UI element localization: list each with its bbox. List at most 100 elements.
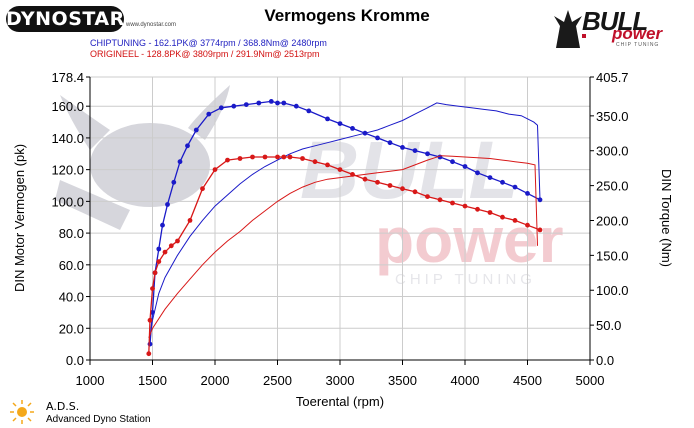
chiptuning-torque-point bbox=[281, 100, 287, 106]
origineel-torque-point bbox=[312, 159, 318, 165]
chiptuning-torque-point bbox=[462, 164, 468, 169]
chiptuning-torque-point bbox=[218, 105, 224, 111]
y-right-tick-label: 300.0 bbox=[596, 144, 629, 159]
origineel-torque-point bbox=[475, 206, 480, 212]
origineel-torque-point bbox=[462, 203, 468, 209]
chiptuning-torque-point bbox=[256, 100, 262, 106]
x-tick-label: 3000 bbox=[326, 373, 355, 388]
origineel-torque-point bbox=[437, 197, 443, 203]
origineel-torque-point bbox=[147, 317, 153, 323]
y-right-tick-label: 0.0 bbox=[596, 353, 614, 368]
origineel-torque-point bbox=[150, 286, 155, 291]
watermark-tag: CHIP TUNING bbox=[395, 271, 536, 288]
chiptuning-torque-point bbox=[487, 175, 493, 181]
ads-footer: A.D.S. Advanced Dyno Station bbox=[8, 396, 208, 426]
x-tick-label: 2500 bbox=[263, 373, 292, 388]
chiptuning-torque-point bbox=[525, 191, 530, 196]
chiptuning-torque-point bbox=[387, 140, 393, 146]
watermark: BULL power CHIP TUNING bbox=[55, 85, 563, 288]
y-left-tick-label: 178.4 bbox=[51, 70, 84, 85]
chiptuning-torque-point bbox=[206, 111, 212, 117]
chiptuning-torque-point bbox=[350, 125, 355, 131]
chiptuning-torque-point bbox=[450, 159, 455, 165]
y-right-tick-label: 250.0 bbox=[596, 179, 629, 194]
chiptuning-torque-point bbox=[193, 127, 199, 133]
origineel-torque-point bbox=[412, 189, 418, 195]
origineel-torque-point bbox=[152, 270, 158, 276]
y-left-tick-label: 80.0 bbox=[59, 226, 84, 241]
origineel-torque-point bbox=[275, 154, 280, 160]
dynostar-logo: DYNOSTAR bbox=[6, 6, 125, 32]
watermark-word2: power bbox=[375, 204, 563, 276]
chiptuning-torque-point bbox=[306, 108, 312, 114]
chiptuning-torque-point bbox=[268, 99, 274, 104]
y-right-tick-label: 200.0 bbox=[596, 213, 629, 228]
y-right-tick-label: 100.0 bbox=[596, 283, 629, 298]
origineel-torque-point bbox=[512, 218, 518, 223]
bullpower-logo-word1: BULL bbox=[582, 6, 648, 36]
y-axis-left-label: DIN Motor Vermogen (pk) bbox=[12, 144, 27, 292]
chiptuning-torque-point bbox=[231, 103, 237, 109]
origineel-torque-point bbox=[287, 154, 293, 160]
chart-series bbox=[146, 99, 543, 357]
chiptuning-torque-point bbox=[243, 102, 249, 107]
chiptuning-torque-point bbox=[400, 145, 405, 150]
origineel-power-line bbox=[148, 155, 538, 338]
chiptuning-torque-point bbox=[275, 100, 280, 106]
y-right-tick-label: 405.7 bbox=[596, 70, 629, 85]
origineel-torque-point bbox=[375, 179, 380, 185]
origineel-torque-point bbox=[450, 200, 455, 206]
chiptuning-torque-point bbox=[160, 222, 165, 228]
x-tick-label: 5000 bbox=[576, 373, 605, 388]
watermark-word1: BULL bbox=[300, 125, 519, 216]
chiptuning-torque-point bbox=[512, 184, 518, 190]
chiptuning-torque-point bbox=[537, 197, 543, 203]
origineel-torque-point bbox=[225, 157, 230, 163]
y-left-tick-label: 160.0 bbox=[51, 99, 84, 114]
y-axis-right-label: DIN Torque (Nm) bbox=[659, 169, 674, 267]
chiptuning-power-line bbox=[149, 102, 541, 337]
chiptuning-torque-point bbox=[337, 121, 343, 126]
chiptuning-torque-point bbox=[165, 202, 170, 207]
y-right-tick-label: 150.0 bbox=[596, 248, 629, 263]
ads-title: A.D.S. bbox=[46, 400, 80, 413]
x-tick-label: 1500 bbox=[138, 373, 167, 388]
origineel-torque-point bbox=[262, 154, 268, 160]
x-axis-label: Toerental (rpm) bbox=[296, 394, 384, 409]
y-left-tick-label: 140.0 bbox=[51, 131, 84, 146]
dynostar-logo-url: www.dynostar.com bbox=[126, 22, 177, 28]
origineel-torque-point bbox=[162, 249, 168, 255]
y-left-tick-label: 100.0 bbox=[51, 194, 84, 209]
chiptuning-torque-point bbox=[412, 148, 418, 154]
bullpower-logo-tag: CHIP TUNING bbox=[616, 42, 660, 48]
chiptuning-torque-point bbox=[293, 103, 299, 109]
origineel-torque-point bbox=[325, 162, 330, 168]
chiptuning-torque-point bbox=[325, 116, 330, 122]
bull-icon bbox=[554, 10, 586, 48]
origineel-torque-point bbox=[212, 167, 218, 173]
x-tick-label: 2000 bbox=[201, 373, 230, 388]
chart-header: DYNOSTAR www.dynostar.com Vermogens Krom… bbox=[0, 0, 694, 70]
origineel-torque-point bbox=[487, 210, 493, 215]
chart-axes: 1000 1500 2000 2500 3000 3500 4000 4500 5000 0.0 2… bbox=[51, 70, 628, 388]
chiptuning-torque-point bbox=[147, 341, 153, 347]
chiptuning-torque-point bbox=[156, 246, 162, 252]
sun-icon bbox=[10, 400, 34, 424]
y-left-tick-label: 60.0 bbox=[59, 258, 84, 273]
x-tick-label: 3500 bbox=[388, 373, 417, 388]
origineel-torque-point bbox=[362, 176, 368, 182]
origineel-torque-point bbox=[425, 194, 430, 200]
x-tick-label: 4500 bbox=[513, 373, 542, 388]
legend-original: ORIGINEEL - 128.8PK@ 3809rpm / 291.9Nm@ … bbox=[90, 49, 320, 59]
chiptuning-torque-point bbox=[500, 179, 505, 185]
y-right-tick-label: 50.0 bbox=[596, 318, 621, 333]
chiptuning-torque-point bbox=[177, 159, 183, 165]
chiptuning-torque-point bbox=[171, 179, 177, 185]
origineel-torque-point bbox=[525, 222, 530, 228]
y-left-tick-label: 40.0 bbox=[59, 290, 84, 305]
origineel-torque-point bbox=[146, 351, 152, 357]
chiptuning-torque-point bbox=[425, 151, 430, 157]
chiptuning-torque-point bbox=[375, 135, 380, 141]
watermark-bull-icon bbox=[55, 85, 230, 230]
chiptuning-torque-point bbox=[185, 143, 190, 149]
